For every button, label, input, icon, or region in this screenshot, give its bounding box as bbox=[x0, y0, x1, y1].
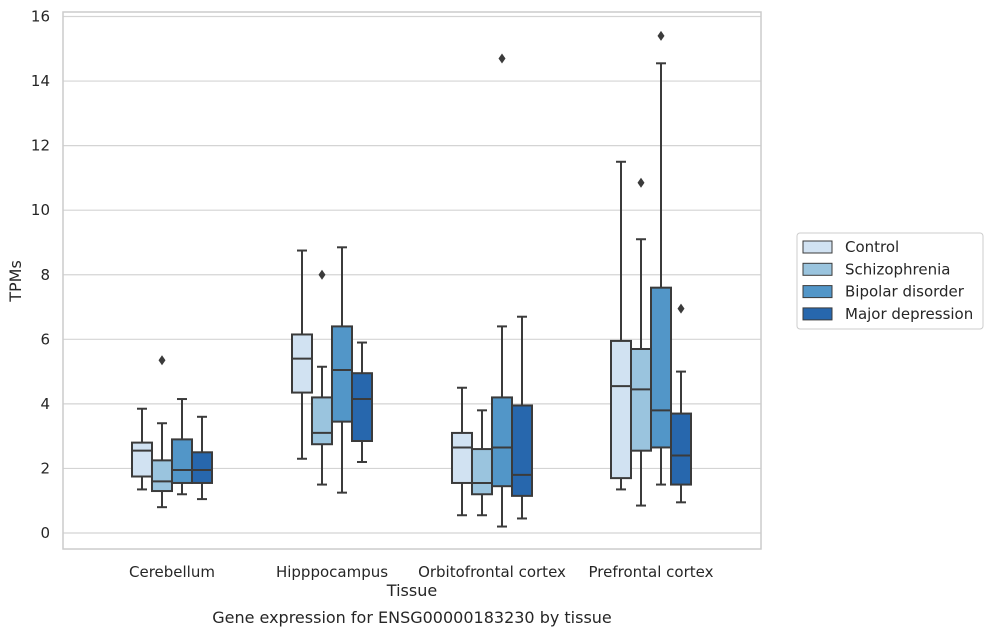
y-axis-title: TPMs bbox=[6, 260, 25, 303]
x-tick-label: Hipppocampus bbox=[276, 563, 388, 581]
box-group bbox=[151, 355, 173, 509]
y-tick-label: 4 bbox=[40, 395, 50, 413]
outlier-point bbox=[158, 355, 166, 366]
legend-label: Major depression bbox=[845, 305, 973, 323]
box-iqr bbox=[351, 372, 373, 442]
y-tick-label: 10 bbox=[31, 201, 50, 219]
y-tick-labels: 0 2 4 6 8 10 12 14 16 bbox=[31, 8, 50, 543]
box-iqr bbox=[191, 451, 213, 484]
legend-swatch bbox=[802, 262, 833, 276]
box-iqr bbox=[491, 396, 513, 488]
box-group bbox=[291, 249, 313, 460]
legend-swatch bbox=[802, 307, 833, 321]
box-iqr bbox=[650, 286, 672, 449]
box-iqr bbox=[331, 325, 353, 423]
legend: Control Schizophrenia Bipolar disorder Majo… bbox=[796, 232, 984, 330]
box-iqr bbox=[511, 404, 533, 497]
box-group bbox=[191, 415, 213, 501]
y-tick-label: 2 bbox=[40, 459, 50, 477]
legend-label: Control bbox=[845, 238, 899, 256]
x-tick-label: Prefrontal cortex bbox=[589, 563, 714, 581]
box-iqr bbox=[610, 339, 632, 480]
x-axis-title: Tissue bbox=[386, 581, 437, 600]
legend-swatch bbox=[802, 240, 833, 254]
legend-swatch bbox=[802, 285, 833, 299]
legend-frame bbox=[796, 232, 984, 330]
outlier-point bbox=[318, 269, 326, 280]
outlier-point bbox=[498, 53, 506, 64]
box-iqr bbox=[171, 438, 193, 484]
gridlines bbox=[63, 15, 761, 534]
box-group bbox=[630, 177, 652, 507]
box-groups bbox=[131, 30, 692, 528]
box-group bbox=[331, 246, 353, 494]
box-iqr bbox=[151, 459, 173, 493]
box-iqr bbox=[630, 347, 652, 452]
x-tick-label: Cerebellum bbox=[129, 563, 215, 581]
box-group bbox=[471, 409, 493, 517]
y-tick-label: 0 bbox=[40, 524, 50, 542]
box-group bbox=[670, 303, 692, 504]
y-tick-label: 8 bbox=[40, 266, 50, 284]
box-group bbox=[451, 386, 473, 517]
box-iqr bbox=[670, 412, 692, 486]
y-tick-label: 14 bbox=[31, 72, 50, 90]
box-iqr bbox=[291, 333, 313, 394]
box-iqr bbox=[311, 396, 333, 446]
x-tick-labels: Cerebellum Hipppocampus Orbitofrontal cort… bbox=[129, 563, 714, 581]
box-iqr bbox=[471, 448, 493, 496]
box-iqr bbox=[451, 431, 473, 484]
outlier-point bbox=[657, 30, 665, 41]
legend-label: Bipolar disorder bbox=[845, 283, 965, 301]
x-tick-label: Orbitofrontal cortex bbox=[418, 563, 566, 581]
outlier-point bbox=[677, 303, 685, 314]
y-tick-label: 16 bbox=[31, 8, 50, 26]
box-group bbox=[650, 30, 672, 486]
box-group bbox=[351, 341, 373, 463]
box-iqr bbox=[131, 441, 153, 478]
y-tick-label: 12 bbox=[31, 137, 50, 155]
legend-label: Schizophrenia bbox=[845, 260, 950, 278]
chart-caption: Gene expression for ENSG00000183230 by t… bbox=[212, 608, 612, 627]
outlier-point bbox=[637, 177, 645, 188]
box-group bbox=[171, 398, 193, 496]
box-group bbox=[511, 315, 533, 520]
y-tick-label: 6 bbox=[40, 330, 50, 348]
plot-frame bbox=[62, 11, 762, 550]
